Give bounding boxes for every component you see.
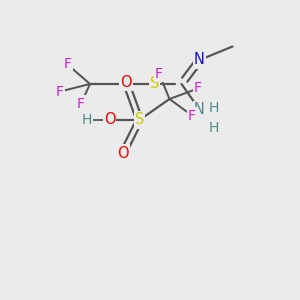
- Text: S: S: [150, 76, 159, 92]
- Text: N: N: [194, 52, 205, 68]
- Text: F: F: [64, 58, 71, 71]
- Text: F: F: [56, 85, 64, 98]
- Text: H: H: [82, 113, 92, 127]
- Text: F: F: [194, 82, 202, 95]
- Text: O: O: [104, 112, 115, 128]
- Text: H: H: [209, 101, 219, 115]
- Text: O: O: [117, 146, 129, 160]
- Text: O: O: [120, 75, 132, 90]
- Text: N: N: [194, 102, 205, 117]
- Text: H: H: [209, 121, 219, 134]
- Text: S: S: [135, 112, 144, 128]
- Text: F: F: [188, 109, 196, 122]
- Text: F: F: [77, 97, 85, 110]
- Text: F: F: [155, 67, 163, 80]
